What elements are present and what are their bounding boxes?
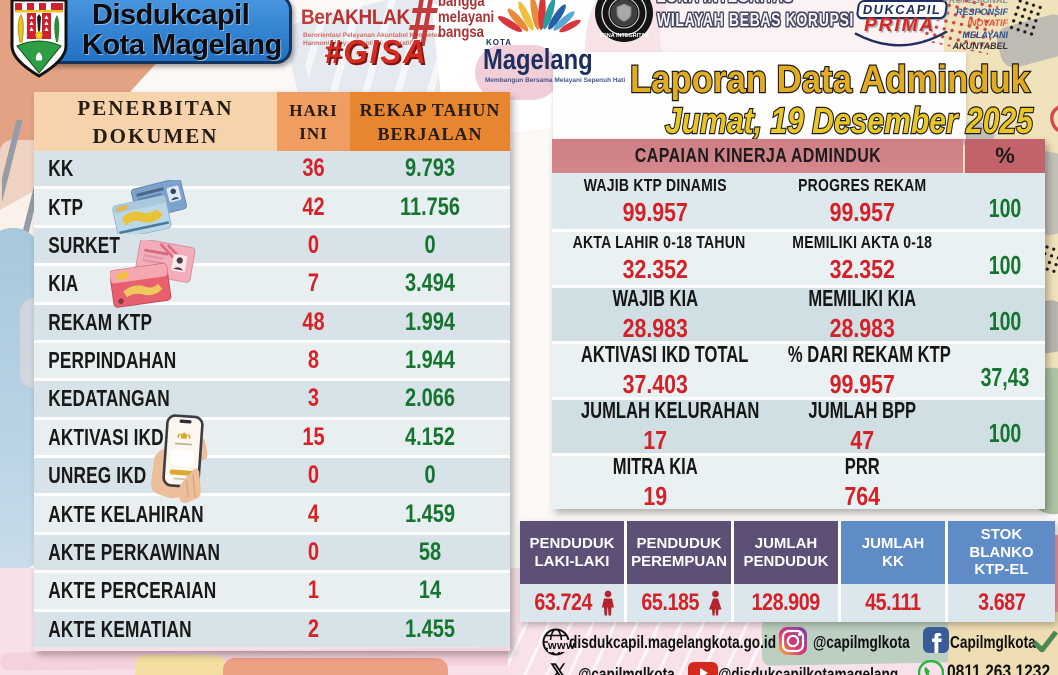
svg-text:Laporan Data Adminduk: Laporan Data Adminduk (630, 59, 1031, 101)
svg-text:ZONA INTEGRITAS: ZONA INTEGRITAS (599, 33, 649, 39)
svg-text:Jumat, 19 Desember 2025: Jumat, 19 Desember 2025 (665, 100, 1034, 141)
